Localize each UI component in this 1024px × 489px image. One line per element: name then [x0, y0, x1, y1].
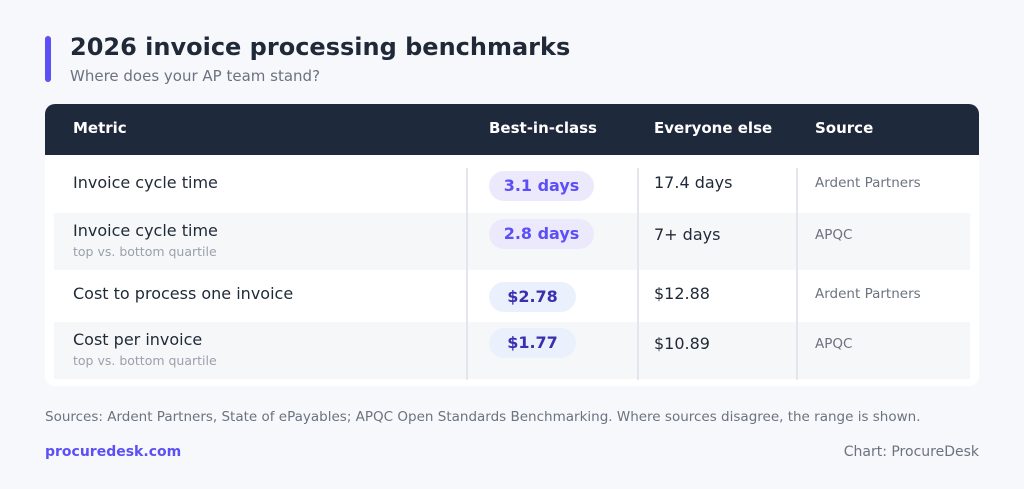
metric-label: Invoice cycle time [73, 221, 218, 240]
column-header-everyone-else: Everyone else [654, 119, 773, 137]
source-label: Ardent Partners [815, 286, 921, 302]
table-row: Cost to process one invoice $2.78 $12.88 Ar… [45, 270, 979, 322]
column-divider [796, 168, 798, 380]
best-in-class-badge: $2.78 [489, 282, 576, 312]
metric-label: Cost per invoice [73, 330, 203, 349]
column-divider [637, 168, 639, 380]
best-in-class-badge: 2.8 days [489, 219, 594, 249]
table-row: Invoice cycle time top vs. bottom quartil… [45, 213, 979, 270]
metric-label: Invoice cycle time [73, 173, 218, 192]
best-in-class-badge: 3.1 days [489, 171, 594, 201]
chart-title: 2026 invoice processing benchmarks [70, 33, 571, 61]
metric-label: Cost to process one invoice [73, 284, 294, 303]
table-row: Invoice cycle time 3.1 days 17.4 days Arden… [45, 159, 979, 213]
metric-note: top vs. bottom quartile [73, 244, 217, 259]
column-header-metric: Metric [73, 119, 127, 137]
sources-footnote: Sources: Ardent Partners, State of ePaya… [45, 409, 921, 425]
column-header-best-in-class: Best-in-class [489, 119, 597, 137]
title-accent-bar [45, 36, 51, 82]
source-label: Ardent Partners [815, 175, 921, 191]
everyone-else-value: $10.89 [654, 334, 710, 353]
chart-credit: Chart: ProcureDesk [843, 444, 979, 460]
benchmark-table: Metric Best-in-class Everyone else Sourc… [45, 104, 979, 386]
chart-subtitle: Where does your AP team stand? [70, 67, 321, 85]
metric-note: top vs. bottom quartile [73, 353, 217, 368]
table-header: Metric Best-in-class Everyone else Sourc… [45, 104, 979, 155]
source-label: APQC [815, 336, 853, 352]
everyone-else-value: $12.88 [654, 284, 710, 303]
brand-link[interactable]: procuredesk.com [45, 444, 182, 460]
everyone-else-value: 17.4 days [654, 173, 733, 192]
table-row: Cost per invoice top vs. bottom quartile $… [45, 322, 979, 379]
best-in-class-badge: $1.77 [489, 328, 576, 358]
column-header-source: Source [815, 119, 874, 137]
source-label: APQC [815, 227, 853, 243]
column-divider [466, 168, 468, 380]
everyone-else-value: 7+ days [654, 225, 721, 244]
